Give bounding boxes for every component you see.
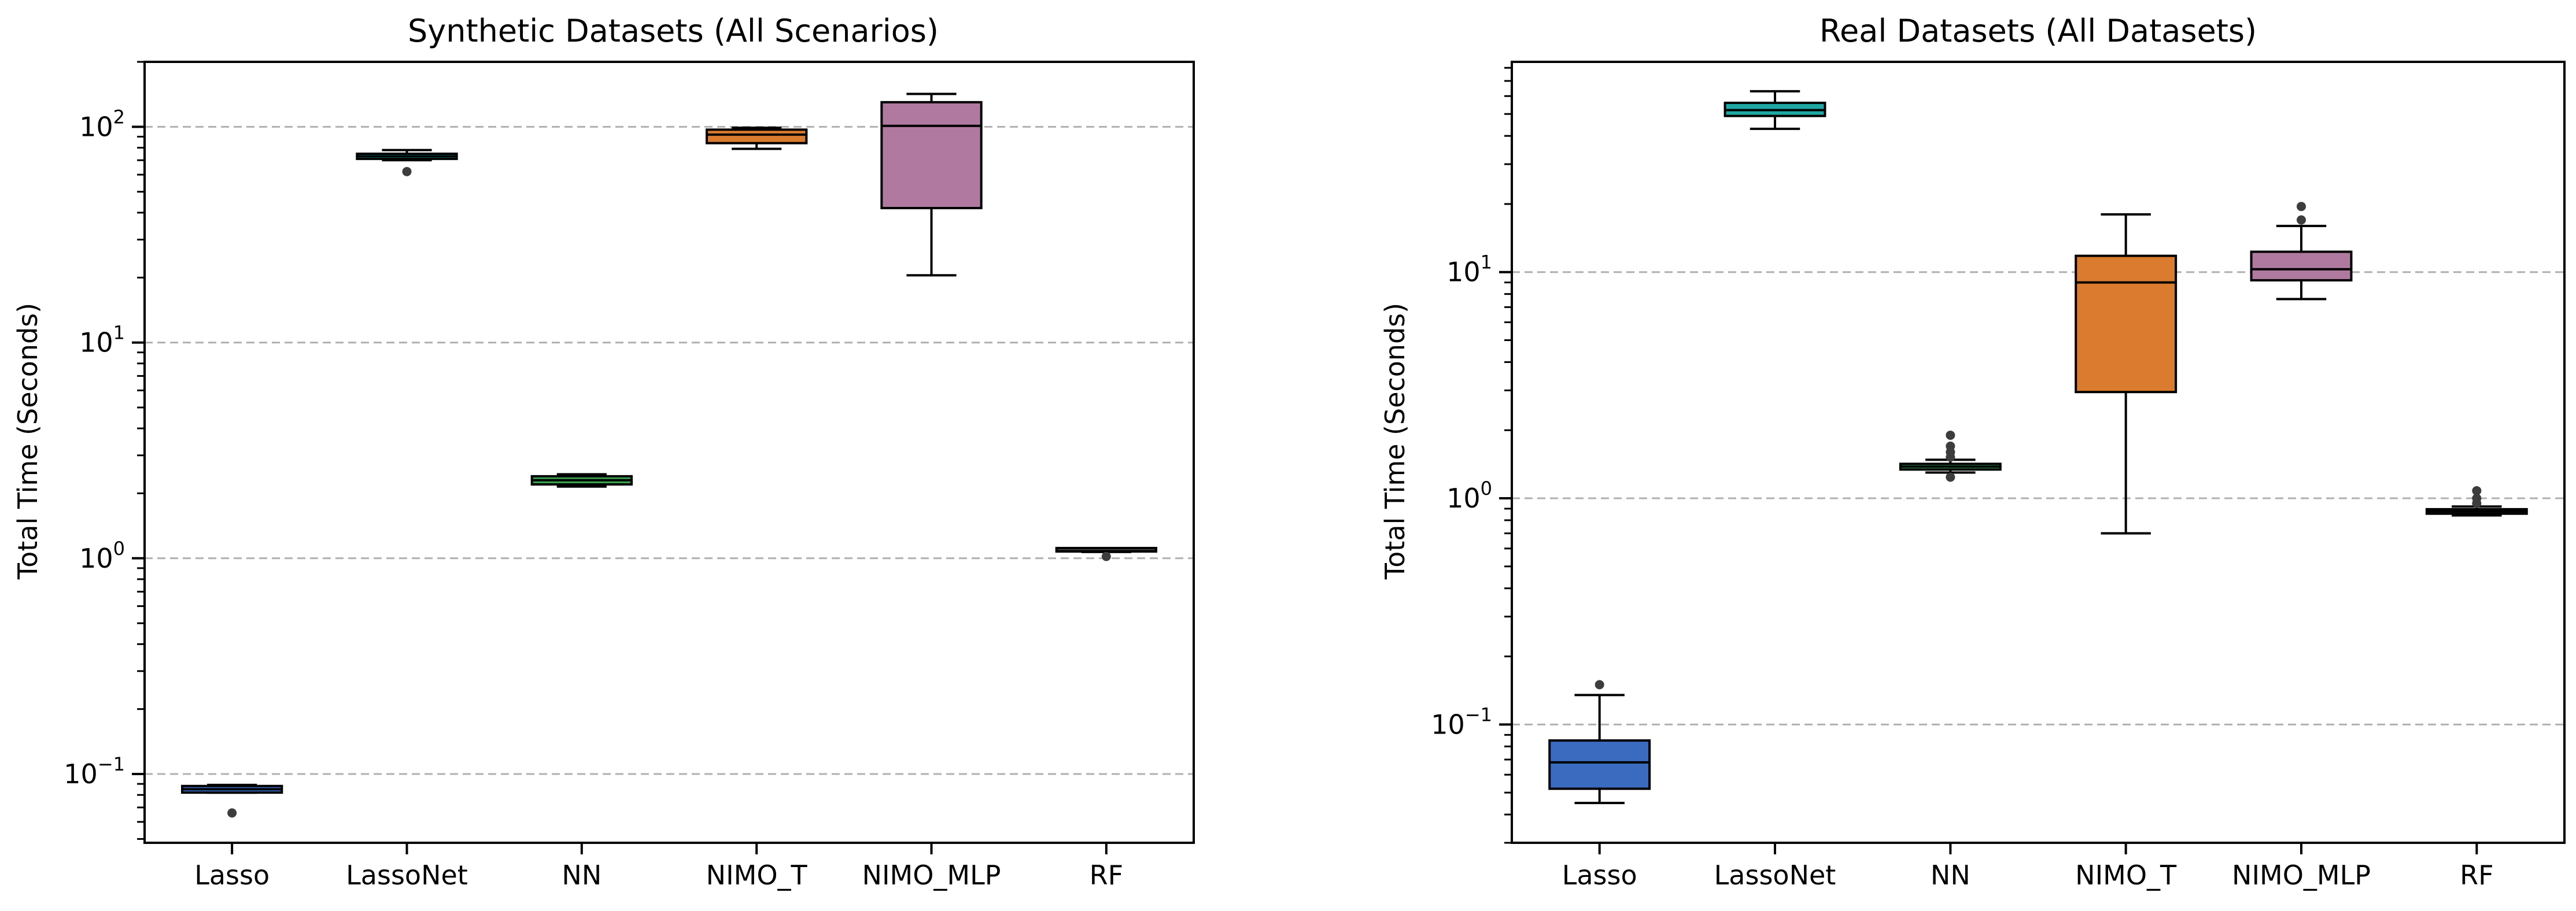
x-tick-label: Lasso [1562,860,1637,891]
outlier-point [2472,494,2482,503]
outlier-point [1101,551,1111,561]
x-tick-label: NIMO_MLP [862,860,1001,891]
x-tick-label: NN [1931,860,1970,891]
y-tick-label: 100 [1446,477,1492,514]
y-tick-label: 10−1 [64,753,125,790]
outlier-point [402,166,412,176]
box-nimo-mlp [2250,250,2353,282]
x-tick-label: Lasso [194,860,270,891]
outlier-point [2297,202,2306,212]
real-datasets-panel: Real Datasets (All Datasets) Total Time … [1379,13,2566,891]
outlier-point [2297,215,2306,225]
y-tick-label: 102 [79,106,125,142]
y-tick-label: 10−1 [1431,703,1492,740]
outlier-point [227,808,237,818]
y-tick-label: 101 [1446,251,1492,288]
chart-title: Synthetic Datasets (All Scenarios) [408,13,939,49]
outlier-point [1946,441,1955,451]
x-tick-label: RF [2460,860,2493,891]
box-nimo-t [2075,254,2178,394]
y-axis-label: Total Time (Seconds) [12,303,43,580]
y-axis-label: Total Time (Seconds) [1379,303,1411,580]
box-nimo-t [706,128,808,145]
box-lasso [1548,739,1651,790]
x-tick-label: LassoNet [1714,860,1836,891]
outlier-point [1946,472,1955,482]
x-tick-label: NIMO_T [2075,860,2177,891]
outlier-point [1946,430,1955,440]
y-tick-label: 101 [79,322,125,358]
axes-frame [1511,61,2566,844]
axes-frame [143,61,1195,844]
x-tick-label: RF [1090,860,1123,891]
chart-title: Real Datasets (All Datasets) [1820,13,2257,49]
x-tick-label: NIMO_T [706,860,808,891]
synthetic-datasets-panel: Synthetic Datasets (All Scenarios) Total… [12,13,1195,891]
x-tick-label: NN [562,860,601,891]
outlier-point [1595,680,1604,690]
box-nimo-mlp [880,101,983,209]
x-tick-label: LassoNet [346,860,468,891]
outlier-point [2472,486,2482,495]
y-tick-label: 100 [79,538,125,574]
x-tick-label: NIMO_MLP [2232,860,2371,891]
